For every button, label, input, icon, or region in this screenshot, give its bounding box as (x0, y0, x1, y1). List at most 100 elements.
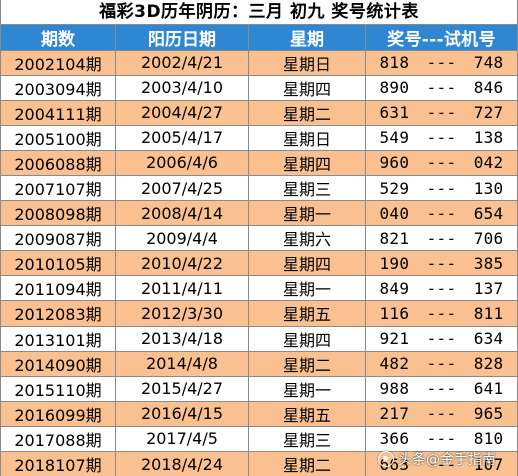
draw-number: 921 (379, 329, 410, 349)
table-header-row: 期数 阳历日期 星期 奖号---试机号 (1, 25, 517, 51)
number-separator: --- (426, 128, 457, 148)
date-cell: 2009/4/4 (116, 226, 249, 251)
header-weekday: 星期 (249, 25, 366, 50)
draw-number: 849 (379, 278, 410, 298)
table-title: 福彩3D历年阴历：三月 初九 奖号统计表 (1, 0, 517, 25)
date-cell: 2013/4/18 (116, 326, 249, 351)
numbers-cell: 366 --- 810 (366, 427, 517, 451)
table-row: 2011094期 2011/4/11 星期一 849 --- 137 (1, 276, 517, 302)
numbers-cell: 190 --- 385 (366, 251, 517, 275)
table-row: 2004111期 2004/4/27 星期二 631 --- 727 (1, 100, 517, 126)
date-cell: 2002/4/21 (116, 50, 249, 75)
header-solar-date: 阳历日期 (116, 25, 249, 50)
table-row: 2013101期 2013/4/18 星期四 921 --- 634 (1, 326, 517, 352)
number-separator: --- (426, 78, 457, 98)
numbers-cell: 821 --- 706 (366, 226, 517, 250)
date-cell: 2014/4/8 (116, 351, 249, 376)
numbers-cell: 818 --- 748 (366, 51, 517, 75)
table-row: 2016099期 2016/4/15 星期五 217 --- 965 (1, 401, 517, 427)
number-separator: --- (426, 153, 457, 173)
table-row: 2018107期 2018/4/24 星期二 663 --- 107 (1, 452, 517, 476)
draw-number: 482 (379, 354, 410, 374)
test-number: 634 (473, 329, 504, 349)
table-row: 2017088期 2017/4/5 星期三 366 --- 810 (1, 426, 517, 452)
table-row: 2012083期 2012/3/30 星期五 116 --- 811 (1, 301, 517, 327)
date-cell: 2011/4/11 (116, 276, 249, 301)
draw-number: 960 (379, 153, 410, 173)
weekday-cell: 星期五 (249, 401, 366, 426)
weekday-cell: 星期二 (249, 452, 366, 476)
date-cell: 2016/4/15 (116, 401, 249, 426)
number-separator: --- (426, 53, 457, 73)
table-row: 2008098期 2008/4/14 星期一 040 --- 654 (1, 201, 517, 227)
test-number: 385 (473, 253, 504, 273)
test-number: 137 (473, 278, 504, 298)
numbers-cell: 549 --- 138 (366, 126, 517, 150)
numbers-cell: 529 --- 130 (366, 176, 517, 200)
period-cell: 2008098期 (1, 201, 116, 226)
draw-number: 988 (379, 379, 410, 399)
weekday-cell: 星期五 (249, 301, 366, 326)
weekday-cell: 星期日 (249, 50, 366, 75)
draw-number: 116 (379, 303, 410, 323)
draw-number: 818 (379, 53, 410, 73)
period-cell: 2006088期 (1, 150, 116, 175)
test-number: 042 (473, 153, 504, 173)
period-cell: 2011094期 (1, 276, 116, 301)
date-cell: 2005/4/17 (116, 125, 249, 150)
draw-number: 529 (379, 178, 410, 198)
period-cell: 2015110期 (1, 376, 116, 401)
date-cell: 2017/4/5 (116, 426, 249, 451)
numbers-cell: 960 --- 042 (366, 151, 517, 175)
test-number: 138 (473, 128, 504, 148)
date-cell: 2007/4/25 (116, 175, 249, 201)
watermark-text: 头条@金手指南 (398, 452, 496, 468)
date-cell: 2010/4/22 (116, 251, 249, 276)
test-number: 654 (473, 203, 504, 223)
header-numbers: 奖号---试机号 (387, 29, 496, 50)
draw-number: 190 (379, 253, 410, 273)
weekday-cell: 星期日 (249, 125, 366, 150)
weekday-cell: 星期四 (249, 75, 366, 100)
table-row: 2009087期 2009/4/4 星期六 821 --- 706 (1, 226, 517, 252)
number-separator: --- (426, 278, 457, 298)
draw-number: 549 (379, 128, 410, 148)
test-number: 130 (473, 178, 504, 198)
test-number: 810 (473, 429, 504, 449)
test-number: 706 (473, 228, 504, 248)
number-separator: --- (426, 379, 457, 399)
watermark: 头条@金手指南 (378, 449, 496, 469)
weekday-cell: 星期一 (249, 276, 366, 301)
test-number: 107 (473, 454, 504, 474)
numbers-cell: 631 --- 727 (366, 101, 517, 125)
table-row: 2005100期 2005/4/17 星期日 549 --- 138 (1, 125, 517, 151)
draw-number: 217 (379, 404, 410, 424)
date-cell: 2004/4/27 (116, 100, 249, 125)
numbers-cell: 849 --- 137 (366, 276, 517, 300)
weekday-cell: 星期三 (249, 175, 366, 201)
table-row: 2007107期 2007/4/25 星期三 529 --- 130 (1, 175, 517, 202)
number-separator: --- (426, 178, 457, 198)
table-body: 2002104期 2002/4/21 星期日 818 --- 748 2003094期 200… (1, 50, 517, 476)
weekday-cell: 星期一 (249, 201, 366, 226)
number-separator: --- (426, 253, 457, 273)
period-cell: 2005100期 (1, 125, 116, 150)
table-row: 2003094期 2003/4/10 星期四 890 --- 846 (1, 75, 517, 101)
test-number: 846 (473, 78, 504, 98)
numbers-cell: 890 --- 846 (366, 76, 517, 100)
test-number: 727 (473, 103, 504, 123)
number-separator: --- (426, 354, 457, 374)
number-separator: --- (426, 203, 457, 223)
test-number: 748 (473, 53, 504, 73)
period-cell: 2012083期 (1, 301, 116, 326)
weekday-cell: 星期二 (249, 351, 366, 376)
number-separator: --- (426, 329, 457, 349)
weekday-cell: 星期六 (249, 226, 366, 251)
draw-number: 890 (379, 78, 410, 98)
period-cell: 2014090期 (1, 351, 116, 376)
date-cell: 2006/4/6 (116, 150, 249, 175)
period-cell: 2007107期 (1, 175, 116, 201)
numbers-cell: 116 --- 811 (366, 301, 517, 325)
number-separator: --- (426, 303, 457, 323)
weekday-cell: 星期四 (249, 251, 366, 276)
